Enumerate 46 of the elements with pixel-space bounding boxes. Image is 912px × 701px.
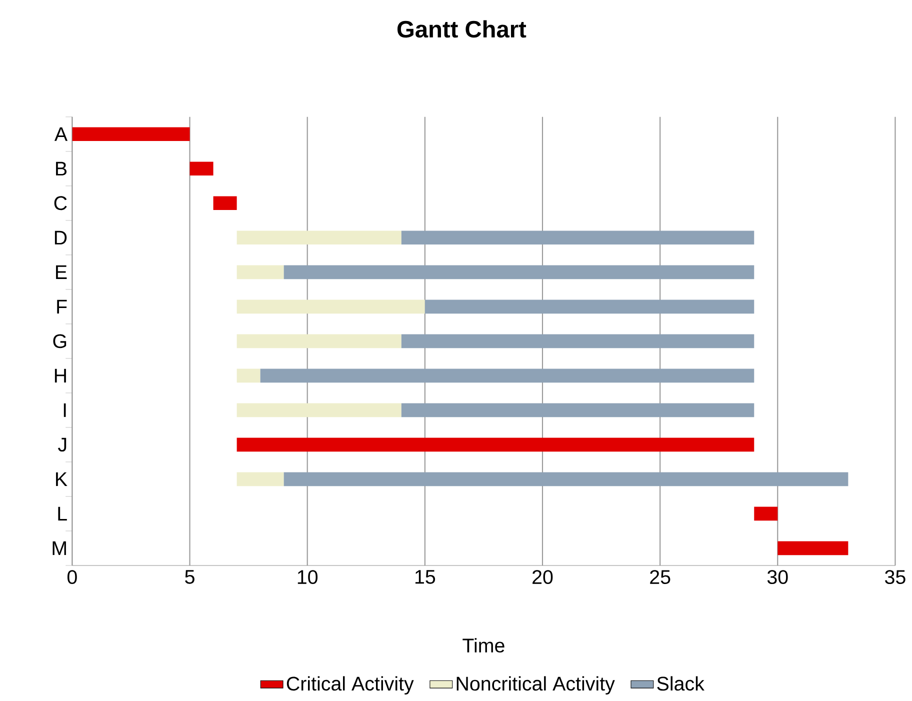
bar: [401, 403, 754, 418]
bar: [236, 334, 402, 348]
y-tick-label: E: [56, 265, 67, 280]
bar: [236, 403, 402, 418]
y-tick-label: L: [58, 507, 67, 521]
bar: [754, 506, 778, 521]
bar: [213, 196, 237, 210]
x-axis-title: Time: [462, 638, 504, 653]
legend-label: Noncritical Activity: [456, 676, 615, 695]
y-tick-label: A: [54, 127, 68, 142]
y-tick-label: H: [54, 369, 66, 383]
x-tick-label: 0: [67, 570, 77, 584]
x-tick-label: 10: [298, 570, 318, 584]
bar: [778, 541, 848, 556]
bar: [236, 438, 754, 452]
y-tick-label: J: [58, 438, 66, 452]
bar: [284, 472, 848, 486]
y-tick-label: G: [53, 334, 66, 348]
bar: [401, 230, 754, 245]
x-tick-label: 30: [767, 570, 788, 584]
bar: [260, 368, 754, 383]
bar: [284, 265, 754, 280]
y-tick-label: C: [54, 196, 67, 210]
bar: [236, 300, 425, 314]
y-tick-label: D: [54, 230, 67, 245]
y-tick-label: K: [56, 472, 68, 486]
legend-label: Slack: [657, 676, 704, 691]
bar: [236, 472, 284, 486]
legend-label: Critical Activity: [286, 676, 414, 695]
chart-title: Gantt Chart: [397, 20, 526, 38]
bar: [190, 162, 214, 176]
y-tick-label: M: [52, 542, 66, 556]
y-tick-label: I: [64, 404, 66, 418]
x-tick-label: 35: [885, 570, 906, 584]
y-tick-label: B: [56, 162, 67, 176]
bar: [236, 230, 402, 245]
bar: [424, 300, 754, 314]
x-tick-label: 20: [532, 570, 553, 584]
bar: [401, 334, 754, 348]
bar: [236, 368, 260, 383]
x-tick-label: 15: [415, 570, 436, 584]
bar: [236, 265, 284, 280]
x-tick-label: 25: [650, 570, 670, 584]
y-tick-label: F: [57, 300, 67, 314]
bar: [72, 127, 190, 142]
x-tick-label: 5: [185, 570, 194, 584]
